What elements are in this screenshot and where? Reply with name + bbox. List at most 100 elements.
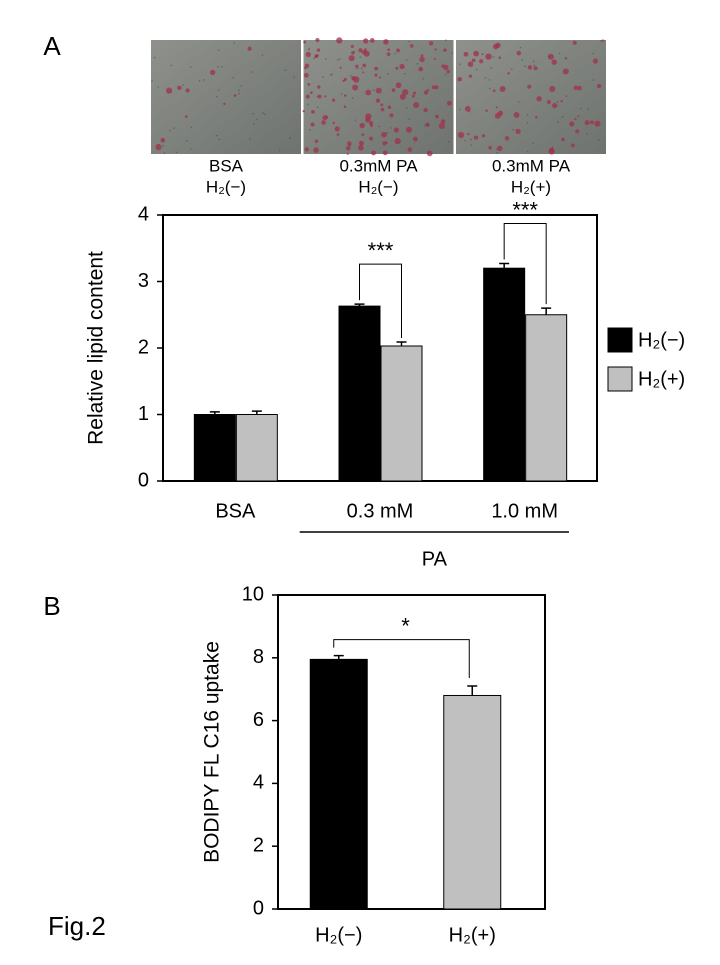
speck bbox=[264, 113, 266, 116]
stain-dot bbox=[407, 147, 413, 152]
speck bbox=[459, 108, 461, 111]
speck bbox=[309, 128, 311, 131]
micrograph-caption: 0.3mM PA bbox=[492, 156, 571, 175]
stain-dot bbox=[481, 134, 486, 138]
stain-dot bbox=[313, 147, 319, 153]
speck bbox=[496, 151, 498, 154]
figure-label: Fig.2 bbox=[48, 911, 106, 941]
speck bbox=[238, 89, 240, 92]
stain-dot bbox=[310, 122, 315, 127]
speck bbox=[360, 67, 363, 70]
stain-dot bbox=[374, 66, 379, 71]
stain-dot bbox=[399, 93, 406, 100]
speck bbox=[170, 64, 173, 67]
y-tick-label: 2 bbox=[138, 336, 149, 358]
stain-dot bbox=[590, 120, 594, 125]
speck bbox=[190, 126, 193, 129]
y-tick-label: 2 bbox=[253, 834, 264, 856]
stain-dot bbox=[412, 91, 417, 95]
speck bbox=[354, 119, 357, 122]
speck bbox=[173, 127, 175, 129]
stain-dot bbox=[223, 102, 226, 106]
stain-dot bbox=[353, 76, 360, 83]
speck bbox=[464, 139, 466, 142]
speck bbox=[250, 71, 253, 73]
y-tick-label: 8 bbox=[253, 646, 264, 668]
stain-dot bbox=[375, 87, 382, 94]
stain-dot bbox=[380, 107, 385, 112]
speck bbox=[351, 97, 354, 99]
stain-dot bbox=[304, 72, 309, 78]
stain-dot bbox=[358, 145, 364, 151]
stain-dot bbox=[396, 48, 401, 53]
stain-dot bbox=[463, 51, 469, 57]
speck bbox=[378, 125, 381, 128]
stain-dot bbox=[413, 136, 418, 142]
speck bbox=[451, 52, 453, 54]
speck bbox=[526, 150, 529, 153]
y-tick-label: 6 bbox=[253, 709, 264, 731]
stain-dot bbox=[467, 61, 474, 67]
speck bbox=[532, 60, 535, 63]
speck bbox=[475, 68, 478, 71]
panel-label: B bbox=[43, 591, 60, 621]
speck bbox=[278, 149, 281, 152]
stain-dot bbox=[166, 87, 173, 94]
speck bbox=[521, 59, 524, 61]
stain-dot bbox=[497, 110, 504, 116]
micrograph-caption: 0.3mM PA bbox=[339, 156, 418, 175]
speck bbox=[322, 76, 324, 78]
error-bar bbox=[333, 654, 344, 660]
stain-dot bbox=[443, 64, 449, 70]
speck bbox=[252, 112, 254, 115]
chart-a: 0 1 2 3 4 Relative lipid content BSA 0.3 mM 1.0 … bbox=[85, 197, 686, 570]
stain-dot bbox=[382, 150, 388, 156]
stain-dot bbox=[574, 117, 577, 121]
micrograph bbox=[151, 40, 301, 154]
stain-dot bbox=[577, 85, 582, 91]
x-tick-label: 1.0 mM bbox=[491, 500, 558, 522]
stain-dot bbox=[575, 129, 580, 134]
stain-dot bbox=[361, 133, 365, 137]
speck bbox=[232, 76, 234, 79]
speck bbox=[470, 138, 472, 141]
stain-dot bbox=[481, 53, 484, 56]
chart-b: 0 2 4 6 8 10 BODIPY FL C16 uptake H₂(−) H₂(+) * bbox=[201, 583, 546, 946]
speck bbox=[405, 59, 408, 61]
speck bbox=[313, 57, 315, 60]
speck bbox=[307, 103, 309, 106]
stain-dot bbox=[594, 120, 601, 127]
stain-dot bbox=[332, 121, 335, 125]
stain-dot bbox=[434, 85, 439, 90]
micrograph-caption: H₂(−) bbox=[206, 177, 246, 196]
speck bbox=[548, 55, 550, 58]
stain-dot bbox=[369, 38, 375, 43]
stain-dot bbox=[504, 136, 510, 141]
stain-dot bbox=[311, 110, 315, 114]
speck bbox=[373, 89, 375, 92]
bar bbox=[235, 414, 278, 482]
stain-dot bbox=[362, 63, 367, 68]
legend-label: H₂(+) bbox=[638, 368, 685, 390]
bar bbox=[193, 414, 236, 482]
stain-dot bbox=[343, 77, 347, 81]
stain-dot bbox=[507, 72, 510, 75]
speck bbox=[190, 148, 192, 150]
stain-dot bbox=[305, 51, 311, 58]
stain-dot bbox=[446, 69, 450, 74]
stain-dot bbox=[468, 74, 473, 78]
speck bbox=[217, 89, 220, 91]
plot-frame bbox=[277, 594, 546, 910]
error-bar bbox=[541, 307, 552, 315]
speck bbox=[470, 144, 473, 146]
speck bbox=[324, 58, 327, 60]
stain-dot bbox=[358, 48, 363, 53]
micrograph bbox=[303, 40, 454, 154]
stain-dot bbox=[389, 113, 394, 118]
speck bbox=[168, 129, 171, 132]
stain-dot bbox=[552, 102, 558, 109]
stain-dot bbox=[393, 127, 399, 133]
stain-dot bbox=[457, 131, 465, 139]
speck bbox=[353, 51, 356, 53]
bar bbox=[309, 658, 368, 910]
